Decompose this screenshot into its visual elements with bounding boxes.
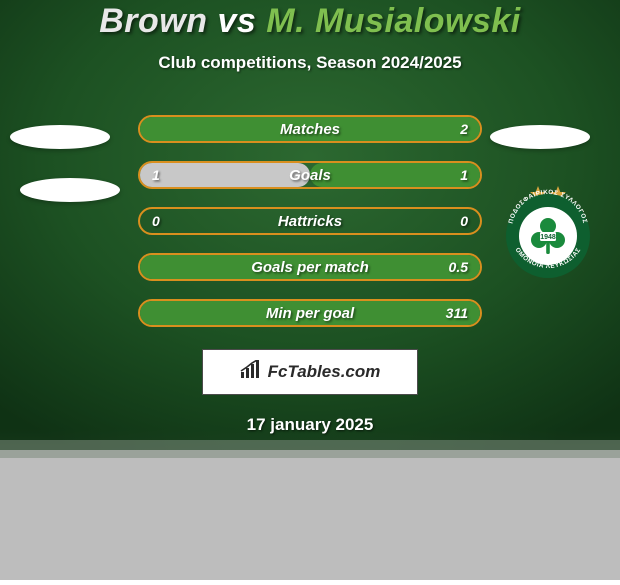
stat-row: Matches 2 [138, 115, 482, 143]
stat-row: Hattricks 0 0 [138, 207, 482, 235]
stat-row: Goals per match 0.5 [138, 253, 482, 281]
footer-date: 17 january 2025 [0, 415, 620, 435]
stat-value-left: 1 [152, 167, 160, 183]
page-title: Brown vs M. Musialowski [0, 2, 620, 41]
subtitle: Club competitions, Season 2024/2025 [0, 53, 620, 73]
branding-text: FcTables.com [268, 362, 381, 382]
title-player-left: Brown [99, 2, 207, 40]
stat-label: Matches [280, 121, 340, 138]
stat-value-right: 2 [460, 121, 468, 137]
stat-label: Goals [289, 167, 331, 184]
title-player-right: M. Musialowski [266, 2, 521, 40]
title-vs: vs [208, 2, 267, 40]
stat-value-right: 0.5 [449, 259, 468, 275]
stat-value-left: 0 [152, 213, 160, 229]
stat-row: Min per goal 311 [138, 299, 482, 327]
stat-label: Hattricks [278, 213, 342, 230]
stat-value-right: 1 [460, 167, 468, 183]
stat-label: Goals per match [251, 259, 369, 276]
branding-chart-icon [240, 360, 262, 385]
stat-fill-left [140, 163, 310, 187]
stat-value-right: 0 [460, 213, 468, 229]
branding-box[interactable]: FcTables.com [202, 349, 418, 395]
stat-label: Min per goal [266, 305, 354, 322]
stat-value-right: 311 [446, 305, 468, 321]
stats-container: Matches 2 Goals 1 1 Hattricks 0 0 Goals per matc… [0, 115, 620, 327]
stat-row: Goals 1 1 [138, 161, 482, 189]
stat-fill-right [310, 163, 480, 187]
